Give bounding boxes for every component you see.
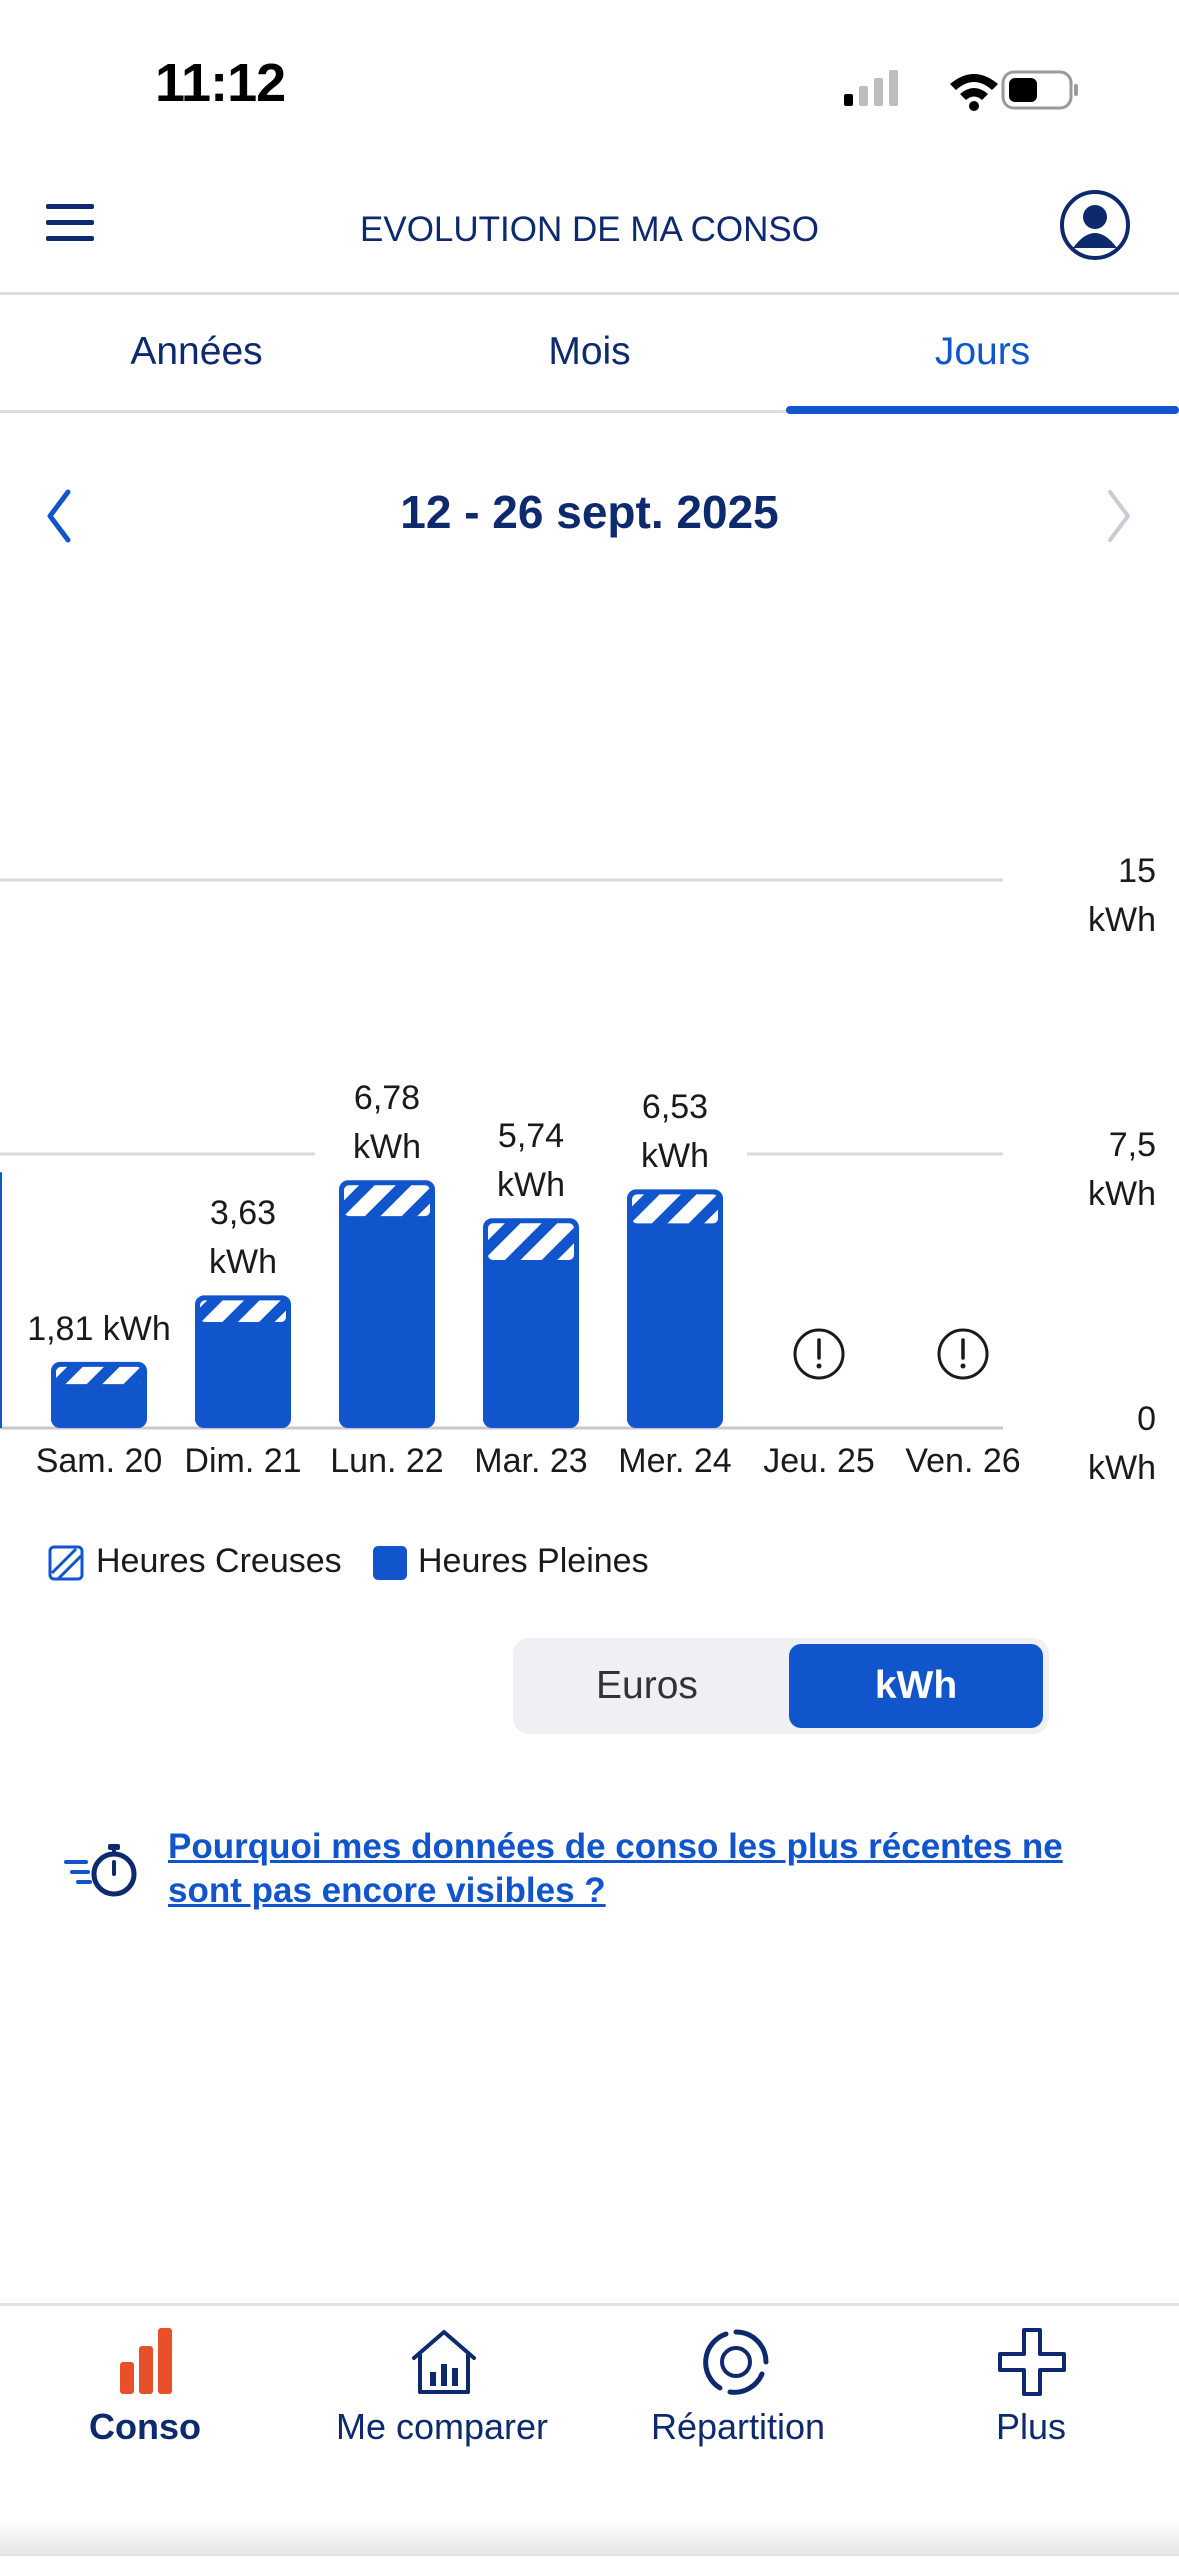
x-tick-label: Jeu. 25 [763, 1442, 875, 1480]
legend-label-heures-pleines: Heures Pleines [418, 1542, 649, 1580]
plus-icon [998, 2328, 1066, 2396]
missing-data-warning-icon[interactable] [937, 1328, 989, 1380]
bar-heures-creuses[interactable] [200, 1300, 286, 1323]
nav-item-me-comparer[interactable] [300, 2310, 590, 2510]
nav-item-repartition[interactable] [590, 2310, 880, 2510]
bar-chart-icon [120, 2328, 172, 2394]
status-time: 11:12 [155, 53, 286, 113]
x-tick-label: Mar. 23 [474, 1442, 588, 1480]
active-tab-indicator [786, 406, 1179, 414]
label-knockout [315, 1070, 459, 1171]
next-period-button[interactable] [1098, 486, 1138, 546]
bar-heures-creuses[interactable] [56, 1366, 142, 1385]
x-tick-label: Dim. 21 [184, 1442, 302, 1480]
unit-euros-button[interactable]: Euros [596, 1664, 698, 1707]
consumption-chart-svg [0, 878, 1003, 1430]
bar-total-label: 6,78 kWh [353, 1079, 421, 1167]
legend-label-heures-creuses: Heures Creuses [96, 1542, 342, 1580]
consumption-chart: 0 kWh 7,5 kWh 15 kWh 0 Sam. 20 1,81 kWh Dim. 2… [0, 852, 1156, 1487]
recent-data-info-link[interactable]: Pourquoi mes données de conso les plus r… [168, 1827, 1063, 1910]
missing-data-warning-icon[interactable] [793, 1328, 845, 1380]
nav-item-conso[interactable] [0, 2310, 290, 2510]
donut-chart-icon [703, 2329, 769, 2395]
chevron-left-icon [47, 489, 71, 543]
nav-item-plus[interactable] [880, 2310, 1179, 2510]
profile-button[interactable] [1058, 188, 1132, 262]
tab-jours[interactable]: Jours [934, 330, 1031, 373]
hamburger-icon [46, 204, 94, 241]
nav-label-repartition[interactable]: Répartition [650, 2406, 826, 2447]
tab-annees[interactable]: Années [130, 330, 263, 373]
label-knockout [459, 1108, 603, 1209]
house-chart-icon [412, 2330, 476, 2394]
status-icons [844, 70, 1078, 111]
x-tick-label-partial: 0 [0, 1437, 10, 1486]
bar-total-label: 5,74 kWh [497, 1117, 565, 1205]
wifi-icon [950, 74, 998, 111]
tab-mois[interactable]: Mois [548, 330, 631, 373]
y-tick-label: 0 kWh [1088, 1400, 1156, 1487]
cellular-signal-icon [844, 70, 898, 106]
battery-icon [1001, 70, 1078, 110]
user-avatar-icon [1060, 190, 1130, 260]
x-tick-label: Mer. 24 [618, 1442, 732, 1480]
period-label: 12 - 26 sept. 2025 [400, 486, 779, 538]
y-tick-label: 7,5 kWh [1088, 1126, 1156, 1213]
nav-label-conso[interactable]: Conso [89, 2406, 201, 2447]
bar-heures-pleines[interactable] [339, 1180, 435, 1428]
x-tick-label: Lun. 22 [330, 1442, 444, 1480]
bar-heures-creuses[interactable] [488, 1223, 574, 1260]
bar-heures-pleines[interactable] [195, 1295, 291, 1428]
tabs-divider [0, 410, 1179, 413]
legend-swatch-heures-creuses [48, 1545, 84, 1581]
legend-swatch-heures-pleines [373, 1546, 407, 1580]
label-knockout [171, 1185, 315, 1286]
unit-toggle: Euros kWh [513, 1638, 1049, 1734]
x-tick-label: Ven. 26 [905, 1442, 1021, 1480]
page-title: EVOLUTION DE MA CONSO [360, 210, 819, 249]
bar-total-label: 3,63 kWh [209, 1194, 277, 1282]
bar-heures-pleines[interactable] [627, 1189, 723, 1428]
nav-label-me-comparer[interactable]: Me comparer [335, 2406, 549, 2447]
unit-kwh-button[interactable]: kWh [789, 1644, 1043, 1728]
bar-partial-left [0, 1172, 2, 1428]
label-knockout [603, 1079, 747, 1180]
x-tick-label: Sam. 20 [35, 1442, 163, 1480]
stopwatch-icon [64, 1844, 137, 1897]
label-knockout [27, 1251, 171, 1352]
bar-heures-creuses[interactable] [632, 1194, 718, 1224]
bar-heures-pleines[interactable] [483, 1218, 579, 1428]
previous-period-button[interactable] [40, 486, 80, 546]
header-divider [0, 292, 1179, 295]
bar-total-label: 1,81 kWh [27, 1309, 171, 1348]
menu-button[interactable] [44, 200, 98, 246]
bottom-navigation [0, 2303, 1179, 2559]
bar-heures-creuses[interactable] [344, 1185, 430, 1217]
bar-total-label: 6,53 kWh [641, 1088, 709, 1176]
home-indicator-area [0, 2520, 1179, 2556]
y-tick-label: 15 kWh [1088, 852, 1156, 939]
nav-label-plus[interactable]: Plus [995, 2406, 1067, 2447]
chevron-right-icon [1108, 490, 1130, 542]
